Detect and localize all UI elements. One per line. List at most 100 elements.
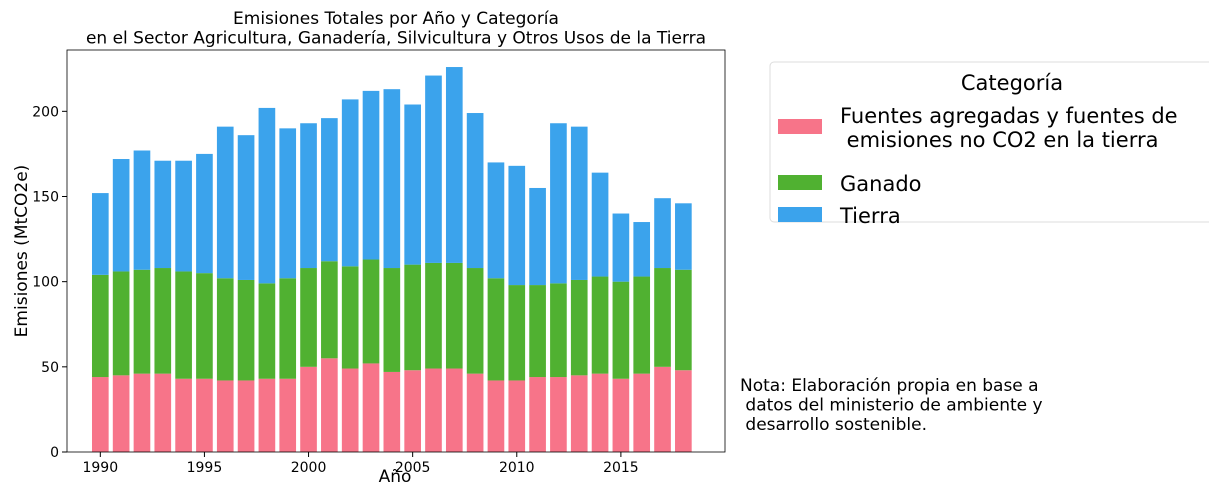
x-axis-label: Año [379, 467, 412, 487]
bar-segment [175, 271, 192, 379]
bar-segment [612, 213, 630, 282]
x-tick-label: 2000 [291, 460, 327, 476]
bar-segment [633, 222, 651, 277]
bar-segment [404, 264, 421, 371]
x-tick-label: 2015 [603, 460, 639, 476]
bar-segment [508, 285, 526, 381]
bar-segment [258, 378, 276, 452]
bar-segment [550, 123, 567, 284]
y-tick-label: 200 [32, 104, 59, 120]
bar-segment [175, 378, 192, 452]
bar-segment [654, 366, 671, 452]
bar-segment [196, 273, 213, 379]
bar-segment [112, 375, 130, 452]
bar-segment [196, 378, 213, 452]
bar-segment [529, 187, 546, 286]
bar-segment [362, 363, 380, 452]
legend-title: Categoría [961, 71, 1063, 95]
bar-segment [300, 268, 317, 367]
bar-segment [508, 165, 526, 286]
bar-segment [196, 153, 213, 274]
note: Nota: Elaboración propia en base a datos… [740, 376, 1043, 435]
bar-segment [487, 278, 505, 381]
bar-segment [654, 268, 671, 367]
bar-segment [466, 373, 484, 452]
legend-swatch [778, 119, 822, 134]
bar-segment [362, 259, 380, 364]
bar-segment [612, 378, 630, 452]
bar-segment [279, 378, 297, 452]
bar-segment [341, 368, 359, 452]
bar-segment [300, 123, 317, 269]
y-tick-label: 150 [32, 189, 59, 205]
x-tick-label: 2005 [395, 460, 431, 476]
legend-label: Tierra [839, 204, 901, 228]
legend-swatch [778, 175, 822, 190]
bar-segment [237, 380, 255, 452]
bar-segment [383, 371, 401, 452]
bar-segment [425, 262, 442, 369]
bar-segment [258, 107, 276, 284]
bar-segment [237, 279, 255, 381]
bar-segment [633, 373, 651, 452]
bar-segment [91, 274, 109, 378]
bar-segment [362, 90, 380, 260]
bar-segment [154, 373, 172, 452]
bar-segment [675, 203, 692, 270]
bar-segment [279, 278, 297, 379]
bar-segment [591, 276, 609, 374]
y-tick-label: 0 [50, 445, 59, 461]
bar-segment [175, 160, 192, 272]
bar-segment [279, 128, 297, 279]
plot-frame [66, 49, 726, 453]
x-tick-label: 2010 [499, 460, 535, 476]
bar-segment [445, 368, 463, 452]
bar-segment [591, 172, 609, 277]
bar-segment [112, 159, 130, 272]
chart-title: Emisiones Totales por Año y Categoría en … [86, 9, 706, 49]
bar-segment [508, 380, 526, 452]
bar-segment [154, 268, 172, 374]
bar-segment [133, 150, 151, 270]
bar-segment [425, 75, 442, 263]
bar-segment [654, 198, 671, 269]
y-tick-label: 50 [41, 360, 59, 376]
bar-segment [404, 104, 421, 265]
bar-segment [425, 368, 442, 452]
legend-box [769, 61, 1209, 223]
bar-segment [570, 279, 588, 376]
bar-segment [216, 126, 234, 279]
bar-segment [487, 380, 505, 452]
bar-segment [383, 89, 401, 269]
bar-segment [133, 269, 151, 374]
bar-segment [550, 283, 567, 378]
bar-segment [237, 135, 255, 280]
bar-segment [529, 377, 546, 452]
bar-segment [341, 99, 359, 267]
y-axis-label: Emisiones (MtCO2e) [12, 165, 32, 338]
legend-swatch [778, 207, 822, 222]
bar-segment [91, 193, 109, 275]
bar-segment [321, 358, 338, 452]
legend-label: Fuentes agregadas y fuentes de emisiones… [840, 104, 1178, 152]
bar-segment [154, 160, 172, 269]
bar-segment [112, 271, 130, 376]
bar-segment [91, 377, 109, 452]
x-tick-label: 1990 [82, 460, 118, 476]
bar-segment [445, 67, 463, 263]
bar-segment [216, 380, 234, 452]
bar-segment [258, 283, 276, 379]
bar-segment [529, 285, 546, 378]
bar-segment [550, 377, 567, 452]
bar-segment [466, 268, 484, 374]
bar-segment [216, 278, 234, 381]
legend-label: Ganado [840, 172, 922, 196]
bar-segment [445, 262, 463, 369]
bar-segment [487, 162, 505, 279]
bar-segment [133, 373, 151, 452]
bar-segment [591, 373, 609, 452]
bar-segment [466, 113, 484, 269]
y-tick-label: 100 [32, 275, 59, 291]
bar-segment [570, 126, 588, 280]
